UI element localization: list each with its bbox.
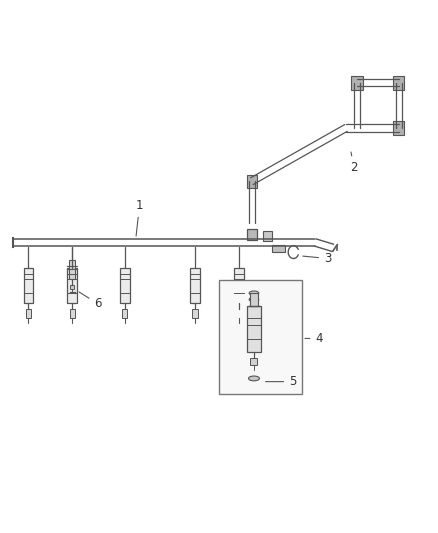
Bar <box>393 121 404 135</box>
Bar <box>190 268 200 303</box>
Text: 3: 3 <box>303 252 332 265</box>
Bar <box>234 268 244 303</box>
Bar <box>351 76 363 90</box>
Text: 6: 6 <box>79 292 102 310</box>
Ellipse shape <box>249 297 259 302</box>
Bar <box>122 309 127 318</box>
Bar <box>70 309 75 318</box>
Bar <box>26 309 31 318</box>
Ellipse shape <box>249 291 259 295</box>
Text: 5: 5 <box>265 375 297 388</box>
Bar <box>247 229 257 240</box>
Bar <box>247 175 257 188</box>
Bar <box>250 293 258 306</box>
Bar <box>247 306 261 352</box>
Bar <box>251 358 258 365</box>
Bar <box>67 268 77 303</box>
Bar <box>120 268 130 303</box>
Bar <box>24 268 33 303</box>
Bar <box>236 309 241 318</box>
Bar <box>272 245 285 252</box>
Bar <box>69 260 75 279</box>
Bar <box>263 231 272 241</box>
Text: 4: 4 <box>305 332 323 345</box>
Ellipse shape <box>248 376 259 381</box>
Bar <box>70 285 74 289</box>
Text: 2: 2 <box>350 152 358 174</box>
Bar <box>393 76 404 90</box>
Bar <box>192 309 198 318</box>
Bar <box>219 280 302 394</box>
Text: 1: 1 <box>136 199 143 236</box>
